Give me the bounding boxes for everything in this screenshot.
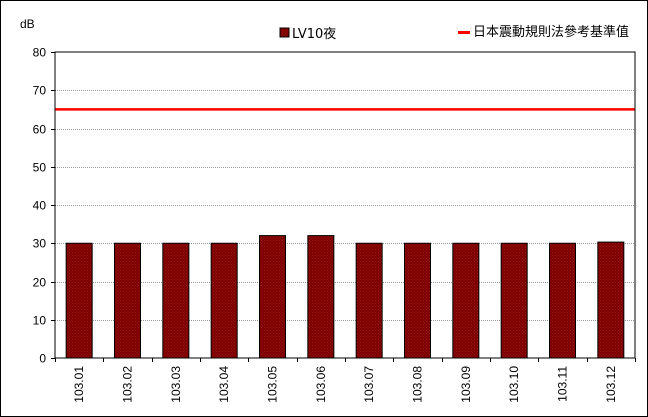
bar-103.02 <box>114 242 141 359</box>
x-tick-labels: 103.01 103.02 103.03 103.04 103.05 103.06 103.… <box>72 366 618 403</box>
bar-103.07 <box>355 242 383 359</box>
y-tick-label-70: 70 <box>33 84 47 98</box>
x-tick-label-103.02: 103.02 <box>121 366 135 403</box>
y-tick-label-60: 60 <box>33 123 47 137</box>
y-tick-labels: 0 10 20 30 40 50 60 70 80 <box>33 46 47 366</box>
plot-area-border <box>54 51 636 359</box>
bar-103.05 <box>259 235 286 359</box>
bar-103.03 <box>162 242 190 359</box>
x-tick-label-103.08: 103.08 <box>411 366 425 403</box>
x-tick-label-103.04: 103.04 <box>217 366 231 403</box>
y-tick-label-0: 0 <box>39 352 46 366</box>
legend-label-lv10: LV10夜 <box>292 27 336 42</box>
bar-103.01 <box>65 242 93 359</box>
x-tick-label-103.10: 103.10 <box>507 366 521 403</box>
x-tick-label-103.01: 103.01 <box>72 366 86 403</box>
bar-103.06 <box>307 235 335 359</box>
bar-103.10 <box>500 242 528 359</box>
legend-label-reference: 日本震動規則法參考基準值 <box>473 24 629 40</box>
x-tick-label-103.12: 103.12 <box>604 366 618 403</box>
bar-103.08 <box>404 242 431 359</box>
legend: LV10夜 日本震動規則法參考基準值 <box>279 24 629 42</box>
bars <box>65 235 625 359</box>
y-tick-label-80: 80 <box>33 46 47 60</box>
x-tick-label-103.05: 103.05 <box>266 366 280 403</box>
x-tick-label-103.09: 103.09 <box>459 366 473 403</box>
bar-103.11 <box>549 242 576 359</box>
y-axis-label: dB <box>20 17 35 31</box>
y-tick-label-40: 40 <box>33 199 47 213</box>
y-tick-label-20: 20 <box>33 276 47 290</box>
x-tick-label-103.11: 103.11 <box>556 366 570 402</box>
x-tick-label-103.07: 103.07 <box>362 366 376 403</box>
x-tick-label-103.03: 103.03 <box>169 366 183 403</box>
y-tick-label-10: 10 <box>33 314 47 328</box>
bar-103.12 <box>597 241 625 359</box>
y-tick-label-30: 30 <box>33 237 47 251</box>
y-tick-label-50: 50 <box>33 161 47 175</box>
x-tick-label-103.06: 103.06 <box>314 366 328 403</box>
legend-swatch-lv10 <box>279 27 290 38</box>
grid-lines <box>51 52 636 362</box>
bar-103.04 <box>210 242 238 359</box>
bar-103.09 <box>452 242 480 359</box>
